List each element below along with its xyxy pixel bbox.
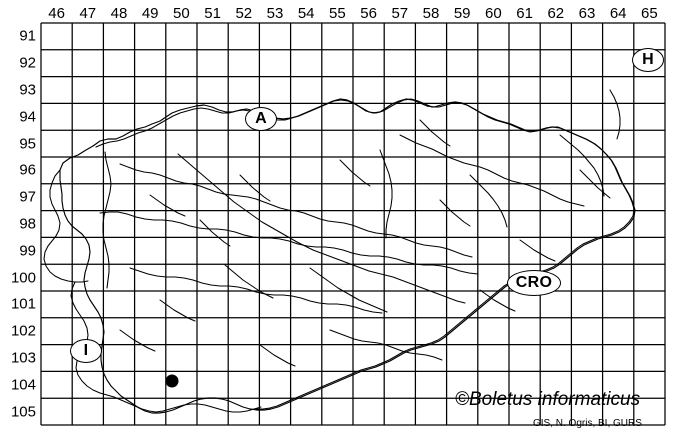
col-label: 61 bbox=[516, 5, 533, 22]
col-label: 64 bbox=[609, 5, 627, 22]
col-label: 57 bbox=[391, 5, 409, 22]
credit-text: GIS, N. Ogris, BI, GURS bbox=[533, 418, 642, 429]
col-label: 46 bbox=[48, 5, 65, 22]
river-branch-6 bbox=[199, 219, 231, 247]
country-tag-croatia: CRO bbox=[507, 270, 561, 296]
river-soca bbox=[102, 151, 112, 289]
row-label: 97 bbox=[19, 188, 36, 206]
river-branch-12 bbox=[149, 194, 186, 217]
river-branch-1 bbox=[239, 174, 271, 202]
col-label: 49 bbox=[141, 5, 159, 22]
col-label: 59 bbox=[453, 5, 471, 22]
river-branch-4 bbox=[519, 239, 556, 262]
col-label: 53 bbox=[266, 5, 284, 22]
row-label: 93 bbox=[19, 81, 36, 99]
col-label: 58 bbox=[422, 5, 440, 22]
region-line-8 bbox=[255, 291, 383, 314]
col-label: 55 bbox=[329, 5, 346, 22]
border-north bbox=[95, 98, 601, 149]
occurrence-record-dot bbox=[165, 374, 179, 388]
river-krka bbox=[309, 267, 388, 313]
river-sava-lower bbox=[296, 241, 466, 304]
border-detail-nw bbox=[43, 169, 89, 283]
row-label: 103 bbox=[10, 349, 36, 367]
river-drava bbox=[399, 134, 585, 207]
border-northeast bbox=[531, 147, 635, 274]
region-line-1 bbox=[119, 163, 249, 198]
country-tag-hungary: H bbox=[632, 48, 664, 72]
row-label: 92 bbox=[19, 54, 36, 72]
map-linework bbox=[43, 89, 636, 414]
row-label: 102 bbox=[10, 322, 36, 340]
row-label: 98 bbox=[19, 215, 36, 233]
row-label: 105 bbox=[10, 403, 36, 421]
river-sava-upper bbox=[177, 153, 298, 243]
row-label: 94 bbox=[19, 108, 36, 126]
river-branch-11 bbox=[419, 119, 451, 147]
river-ledava bbox=[609, 89, 621, 140]
region-line-2 bbox=[247, 196, 361, 229]
col-label: 52 bbox=[235, 5, 253, 22]
river-branch-8 bbox=[119, 329, 156, 352]
row-label: 99 bbox=[19, 242, 36, 260]
river-ljubljanica bbox=[224, 264, 274, 299]
region-line-7 bbox=[129, 267, 257, 293]
col-label: 62 bbox=[547, 5, 565, 22]
slovenia-border bbox=[59, 98, 636, 414]
col-label: 54 bbox=[297, 5, 315, 22]
region-line-5 bbox=[225, 229, 353, 254]
col-label: 50 bbox=[173, 5, 190, 22]
border-detail-sw-coast bbox=[106, 394, 262, 413]
river-dravinja bbox=[469, 174, 508, 228]
col-label: 48 bbox=[110, 5, 128, 22]
col-label: 60 bbox=[485, 5, 502, 22]
utm-grid bbox=[40, 22, 666, 426]
region-line-4 bbox=[99, 211, 227, 231]
col-label: 65 bbox=[641, 5, 658, 22]
river-branch-9 bbox=[579, 169, 611, 199]
river-branch-2 bbox=[439, 199, 471, 227]
col-label: 51 bbox=[204, 5, 221, 22]
row-label: 101 bbox=[10, 295, 36, 313]
row-label: 100 bbox=[10, 269, 36, 287]
row-label: 95 bbox=[19, 135, 36, 153]
row-label: 104 bbox=[10, 376, 36, 394]
col-label: 56 bbox=[360, 5, 377, 22]
river-branch-5 bbox=[339, 159, 371, 187]
col-label: 63 bbox=[578, 5, 596, 22]
country-tag-italy: I bbox=[70, 339, 102, 363]
country-tag-austria: A bbox=[245, 107, 277, 131]
row-label: 96 bbox=[19, 161, 36, 179]
river-branch-10 bbox=[259, 344, 296, 367]
copyright-text: ©Boletus informaticus bbox=[455, 389, 641, 410]
river-savinja bbox=[379, 149, 393, 239]
col-label: 47 bbox=[79, 5, 97, 22]
border-southeast bbox=[255, 272, 533, 410]
row-label: 91 bbox=[19, 27, 36, 45]
